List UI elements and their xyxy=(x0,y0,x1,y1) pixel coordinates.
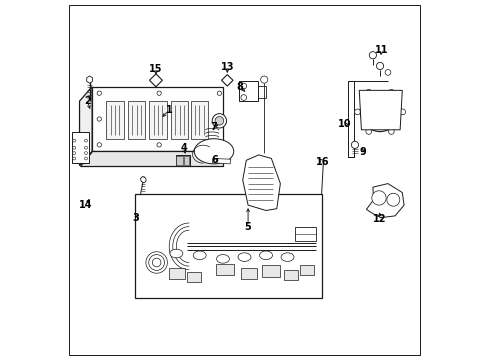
Ellipse shape xyxy=(169,249,183,258)
Bar xyxy=(187,272,201,282)
Bar xyxy=(215,264,233,275)
Polygon shape xyxy=(190,101,207,139)
Ellipse shape xyxy=(84,146,87,149)
Polygon shape xyxy=(171,101,188,139)
Polygon shape xyxy=(212,158,230,164)
Ellipse shape xyxy=(217,117,221,121)
Ellipse shape xyxy=(157,91,161,95)
Bar xyxy=(169,268,185,279)
Bar xyxy=(348,81,353,157)
Ellipse shape xyxy=(73,139,76,142)
Ellipse shape xyxy=(148,255,164,270)
Bar xyxy=(72,132,89,163)
Ellipse shape xyxy=(212,114,226,128)
Ellipse shape xyxy=(241,95,246,100)
Polygon shape xyxy=(149,74,162,87)
Polygon shape xyxy=(92,87,223,151)
Ellipse shape xyxy=(260,76,267,83)
Polygon shape xyxy=(140,176,146,183)
Ellipse shape xyxy=(145,252,167,273)
Ellipse shape xyxy=(387,129,393,134)
Text: 2: 2 xyxy=(84,96,91,106)
Bar xyxy=(183,156,189,165)
Ellipse shape xyxy=(73,157,76,160)
Bar xyxy=(284,270,298,280)
Ellipse shape xyxy=(217,143,221,147)
Ellipse shape xyxy=(84,152,87,154)
Ellipse shape xyxy=(371,104,387,120)
Ellipse shape xyxy=(354,109,360,115)
Ellipse shape xyxy=(241,83,246,89)
Text: 9: 9 xyxy=(359,147,366,157)
Ellipse shape xyxy=(97,91,101,95)
Ellipse shape xyxy=(368,51,376,59)
Polygon shape xyxy=(242,155,280,211)
Ellipse shape xyxy=(73,146,76,149)
Text: 1: 1 xyxy=(165,105,172,115)
Text: 11: 11 xyxy=(374,45,388,55)
Polygon shape xyxy=(80,87,92,166)
Ellipse shape xyxy=(366,98,393,126)
Bar xyxy=(239,81,257,101)
Bar xyxy=(262,265,280,277)
Ellipse shape xyxy=(387,89,393,95)
Ellipse shape xyxy=(281,253,293,261)
Ellipse shape xyxy=(193,251,206,260)
Polygon shape xyxy=(149,101,166,139)
Ellipse shape xyxy=(217,91,221,95)
Text: 3: 3 xyxy=(133,213,139,222)
Text: 10: 10 xyxy=(338,120,351,129)
Polygon shape xyxy=(366,184,403,218)
Polygon shape xyxy=(294,226,316,241)
Bar xyxy=(175,155,190,166)
Ellipse shape xyxy=(84,139,87,142)
Bar xyxy=(300,265,314,275)
Ellipse shape xyxy=(376,108,383,116)
Polygon shape xyxy=(106,101,123,139)
Text: 7: 7 xyxy=(210,122,217,132)
Ellipse shape xyxy=(157,143,161,147)
Ellipse shape xyxy=(84,157,87,160)
Text: 16: 16 xyxy=(315,157,329,167)
Ellipse shape xyxy=(371,191,386,205)
Polygon shape xyxy=(135,194,321,298)
Polygon shape xyxy=(86,76,92,83)
Ellipse shape xyxy=(259,251,272,260)
Text: 5: 5 xyxy=(244,222,251,231)
Text: 8: 8 xyxy=(236,82,243,92)
Ellipse shape xyxy=(351,141,358,148)
Polygon shape xyxy=(359,90,402,130)
Ellipse shape xyxy=(365,129,371,134)
Text: 13: 13 xyxy=(220,62,234,72)
Ellipse shape xyxy=(152,258,161,267)
Polygon shape xyxy=(128,101,145,139)
Polygon shape xyxy=(221,75,233,86)
Ellipse shape xyxy=(97,117,101,121)
Ellipse shape xyxy=(215,117,223,125)
Ellipse shape xyxy=(384,69,390,75)
Bar xyxy=(176,156,183,165)
Text: 14: 14 xyxy=(79,200,93,210)
Ellipse shape xyxy=(360,92,399,132)
Ellipse shape xyxy=(238,253,250,261)
Text: 12: 12 xyxy=(372,215,386,224)
Ellipse shape xyxy=(365,89,371,95)
Ellipse shape xyxy=(73,152,76,154)
Text: 6: 6 xyxy=(211,155,218,165)
Ellipse shape xyxy=(399,109,405,115)
Ellipse shape xyxy=(216,255,229,263)
Bar xyxy=(241,268,257,279)
Text: 15: 15 xyxy=(149,64,163,74)
Ellipse shape xyxy=(376,62,383,69)
Ellipse shape xyxy=(97,143,101,147)
Polygon shape xyxy=(80,151,223,166)
Polygon shape xyxy=(194,139,233,164)
Text: 4: 4 xyxy=(180,143,186,153)
Ellipse shape xyxy=(386,193,399,206)
